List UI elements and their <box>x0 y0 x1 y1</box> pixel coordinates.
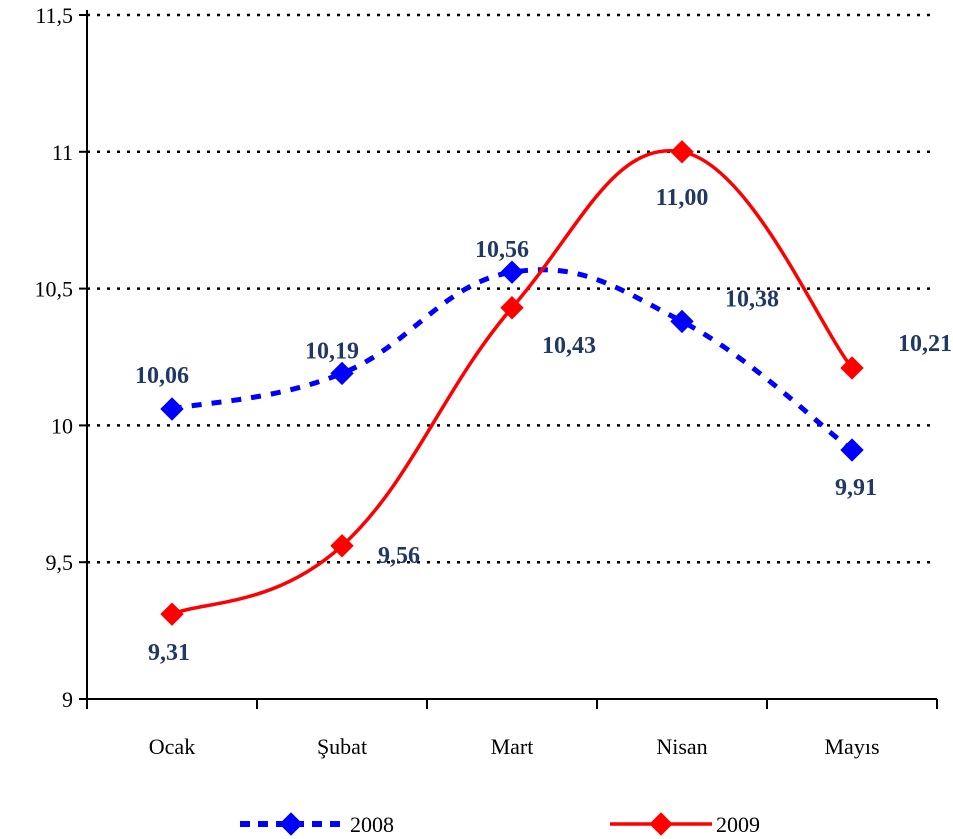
data-label-2008: 9,91 <box>835 475 877 501</box>
legend-label-2008: 2008 <box>350 812 394 837</box>
x-tick-label: Nisan <box>656 734 707 759</box>
legend-label-2009: 2009 <box>716 812 760 837</box>
x-tick-label: Mayıs <box>825 734 880 759</box>
data-labels: 10,06 10,19 10,56 10,38 9,91 9,31 9,56 10,43 11,… <box>135 185 952 666</box>
y-tick-label: 10,5 <box>35 277 74 302</box>
data-label-2009: 11,00 <box>656 185 709 211</box>
data-label-2009: 9,56 <box>378 543 420 569</box>
data-point-2009 <box>500 296 524 320</box>
x-tick-label: Şubat <box>317 734 367 759</box>
data-point-2009 <box>160 602 184 626</box>
legend-marker-2009 <box>649 812 673 836</box>
data-label-2009: 10,21 <box>898 331 952 357</box>
data-label-2008: 10,38 <box>725 286 779 312</box>
data-point-2008 <box>160 397 184 421</box>
data-label-2009: 10,43 <box>542 333 596 359</box>
gridlines <box>87 13 935 564</box>
axes: 9 9,5 10 10,5 11 11,5 Ocak Şubat Mart Nisan Mayıs <box>35 3 938 759</box>
series-line-2009 <box>171 148 854 616</box>
legend: 2008 2009 <box>240 812 760 837</box>
y-tick-label: 11,5 <box>35 3 73 28</box>
y-tick-label: 11 <box>52 140 73 165</box>
data-point-2008 <box>840 438 864 462</box>
data-point-2008 <box>500 260 524 284</box>
data-point-2009 <box>670 140 694 164</box>
y-tick-label: 9 <box>62 687 73 712</box>
data-label-2008: 10,06 <box>135 363 189 389</box>
x-tick-label: Mart <box>491 734 534 759</box>
data-point-2009 <box>330 534 354 558</box>
data-point-2009 <box>840 356 864 380</box>
data-point-2008 <box>330 361 354 386</box>
series-group <box>160 140 864 626</box>
x-tick-label: Ocak <box>149 734 195 759</box>
legend-marker-2008 <box>279 812 303 836</box>
data-point-2008 <box>670 309 694 334</box>
y-tick-label: 10 <box>51 413 73 438</box>
data-label-2008: 10,19 <box>305 338 359 364</box>
y-tick-label: 9,5 <box>46 550 74 575</box>
data-label-2008: 10,56 <box>475 237 529 263</box>
data-label-2009: 9,31 <box>148 640 190 666</box>
